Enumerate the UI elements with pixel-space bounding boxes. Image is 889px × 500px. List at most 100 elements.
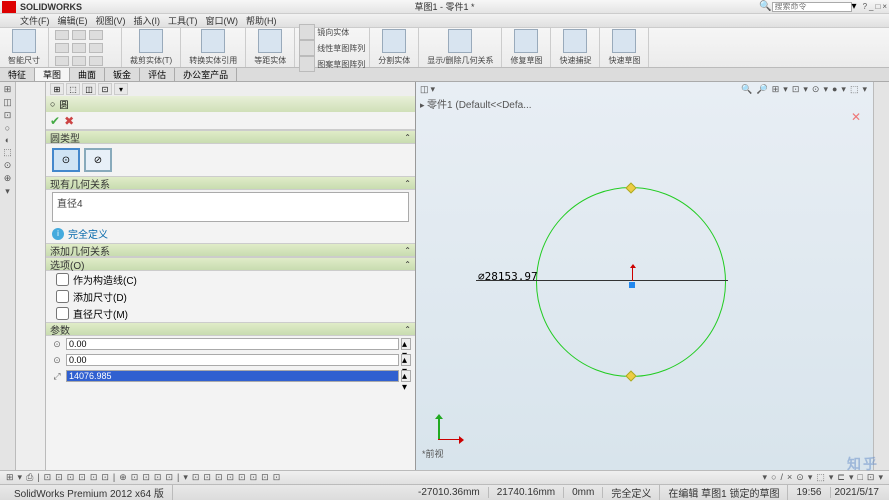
bottom-tool-icon[interactable]: × — [785, 472, 794, 482]
pm-tab-icon[interactable]: ⬚ — [66, 83, 80, 95]
circle-perimeter-type[interactable]: ⊘ — [84, 148, 112, 172]
section-params[interactable]: 参数⌃ — [46, 322, 415, 336]
menu-item[interactable]: 编辑(E) — [58, 14, 88, 27]
menu-item[interactable]: 窗口(W) — [206, 14, 239, 27]
right-task-pane[interactable] — [873, 82, 889, 470]
repair-button[interactable] — [514, 29, 538, 53]
sketch-tool-icon[interactable] — [89, 43, 103, 53]
bottom-tool-icon[interactable]: ▾ — [16, 472, 25, 482]
convert-button[interactable] — [201, 29, 225, 53]
bottom-tool-icon[interactable]: ⊡ — [213, 472, 225, 482]
bottom-tool-icon[interactable]: ⊡ — [129, 472, 141, 482]
option-constr[interactable] — [56, 273, 69, 286]
pm-tab-icon[interactable]: ⊡ — [98, 83, 112, 95]
vp-tool-icon[interactable]: ⊙ — [810, 84, 822, 94]
sketch-tool-icon[interactable] — [55, 30, 69, 40]
menu-item[interactable]: 文件(F) — [20, 14, 50, 27]
bottom-tool-icon[interactable]: ⊡ — [42, 472, 54, 482]
bottom-tool-icon[interactable]: ⊕ — [117, 472, 129, 482]
relations-list[interactable]: 直径4 — [52, 192, 409, 222]
section-add-relations[interactable]: 添加几何关系⌃ — [46, 243, 415, 257]
bottom-tool-icon[interactable]: ⎙ — [24, 472, 35, 482]
vp-tool-icon[interactable]: ▾ — [781, 84, 790, 94]
minimize-button[interactable]: _ — [869, 2, 873, 11]
pm-tab-icon[interactable]: ⊞ — [50, 83, 64, 95]
tool-icon[interactable]: ▾ — [5, 186, 10, 197]
param-radius-input[interactable] — [66, 370, 399, 382]
ribbon-tab[interactable]: 办公室产品 — [175, 68, 237, 81]
quick-sketch-button[interactable] — [612, 29, 636, 53]
bottom-tool-icon[interactable]: ⊡ — [53, 472, 65, 482]
vp-feature-tree[interactable]: ▸ 零件1 (Default<<Defa... — [420, 96, 532, 111]
bottom-tool-icon[interactable]: ⊡ — [236, 472, 248, 482]
vp-tool-icon[interactable]: ▾ — [860, 84, 869, 94]
tool-icon[interactable]: ⊡ — [4, 110, 12, 121]
graphics-viewport[interactable]: ◫ ▾ 🔍🔎⊞▾⊡▾⊙▾●▾⬚▾ ▸ 零件1 (Default<<Defa...… — [416, 82, 873, 470]
search-dropdown[interactable]: ▾ — [852, 1, 857, 12]
spinner[interactable]: ▴▾ — [401, 338, 411, 350]
ribbon-tab[interactable]: 特征 — [0, 68, 35, 81]
menu-item[interactable]: 插入(I) — [134, 14, 161, 27]
pattern-button[interactable] — [299, 40, 315, 56]
cancel-button[interactable]: ✖ — [64, 114, 74, 128]
spinner[interactable]: ▴▾ — [401, 354, 411, 366]
sketch-tool-icon[interactable] — [72, 30, 86, 40]
close-button[interactable]: × — [882, 2, 887, 11]
bottom-tool-icon[interactable]: ⊡ — [259, 472, 271, 482]
tool-icon[interactable]: ⊕ — [4, 173, 12, 184]
sketch-tool-icon[interactable] — [89, 56, 103, 66]
smart-dimension-button[interactable] — [12, 29, 36, 53]
mirror-button[interactable] — [299, 24, 315, 40]
bottom-tool-icon[interactable]: | — [35, 472, 41, 482]
vp-tool-icon[interactable]: ● — [830, 84, 839, 94]
vp-icon[interactable]: ▾ — [431, 84, 436, 95]
help-icon[interactable]: ? — [863, 2, 867, 11]
snap-button[interactable] — [563, 29, 587, 53]
vp-tool-icon[interactable]: ▾ — [839, 84, 848, 94]
bottom-tool-icon[interactable]: ⬚ — [814, 472, 827, 482]
vp-tool-icon[interactable]: ▾ — [821, 84, 830, 94]
split-button[interactable] — [382, 29, 406, 53]
param-center-x-input[interactable] — [66, 338, 399, 350]
vp-tool-icon[interactable]: ⊡ — [790, 84, 802, 94]
ribbon-tab[interactable]: 钣金 — [105, 68, 140, 81]
vp-tool-icon[interactable]: ⊞ — [770, 84, 782, 94]
relations-button[interactable] — [448, 29, 472, 53]
sketch-tool-icon[interactable] — [72, 56, 86, 66]
circle-center-type[interactable]: ⊙ — [52, 148, 80, 172]
tool-icon[interactable]: ⊞ — [4, 84, 12, 95]
ok-button[interactable]: ✔ — [50, 114, 60, 128]
bottom-tool-icon[interactable]: ⊡ — [65, 472, 77, 482]
option-adddim[interactable] — [56, 290, 69, 303]
relation-item[interactable]: 直径4 — [57, 195, 404, 210]
spinner[interactable]: ▴▾ — [401, 370, 411, 382]
pm-tab-icon[interactable]: ▾ — [114, 83, 128, 95]
offset-button[interactable] — [258, 29, 282, 53]
bottom-tool-icon[interactable]: ⊡ — [271, 472, 283, 482]
section-options[interactable]: 选项(O)⌃ — [46, 257, 415, 271]
bottom-tool-icon[interactable]: ○ — [769, 472, 778, 482]
bottom-tool-icon[interactable]: ⊡ — [88, 472, 100, 482]
search-input[interactable] — [772, 2, 852, 12]
dimension-text[interactable]: ⌀28153.97 — [478, 270, 538, 283]
bottom-tool-icon[interactable]: ⊡ — [152, 472, 164, 482]
bottom-tool-icon[interactable]: ⊏ — [835, 472, 847, 482]
sketch-tool-icon[interactable] — [89, 30, 103, 40]
tool-icon[interactable]: ⊙ — [4, 160, 12, 171]
tool-icon[interactable]: ⬚ — [3, 147, 12, 158]
bottom-tool-icon[interactable]: ⊡ — [248, 472, 260, 482]
vp-tool-icon[interactable]: ⬚ — [848, 84, 861, 94]
ribbon-tab[interactable]: 曲面 — [70, 68, 105, 81]
ribbon-tab[interactable]: 草图 — [35, 68, 70, 81]
menu-item[interactable]: 工具(T) — [168, 14, 198, 27]
tool-icon[interactable]: ○ — [5, 123, 10, 133]
bottom-tool-icon[interactable]: ⊡ — [225, 472, 237, 482]
bottom-tool-icon[interactable]: ⊡ — [201, 472, 213, 482]
trim-button[interactable] — [139, 29, 163, 53]
menu-item[interactable]: 视图(V) — [96, 14, 126, 27]
bottom-tool-icon[interactable]: ⊡ — [140, 472, 152, 482]
section-existing-relations[interactable]: 现有几何关系⌃ — [46, 176, 415, 190]
param-center-y-input[interactable] — [66, 354, 399, 366]
maximize-button[interactable]: □ — [875, 2, 880, 11]
section-circle-type[interactable]: 圆类型⌃ — [46, 130, 415, 144]
